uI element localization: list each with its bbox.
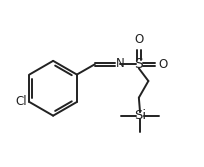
- Text: N: N: [116, 57, 125, 70]
- Text: S: S: [134, 57, 143, 71]
- Text: O: O: [134, 33, 143, 46]
- Text: O: O: [159, 58, 168, 71]
- Text: Si: Si: [134, 109, 146, 122]
- Text: Cl: Cl: [15, 96, 27, 109]
